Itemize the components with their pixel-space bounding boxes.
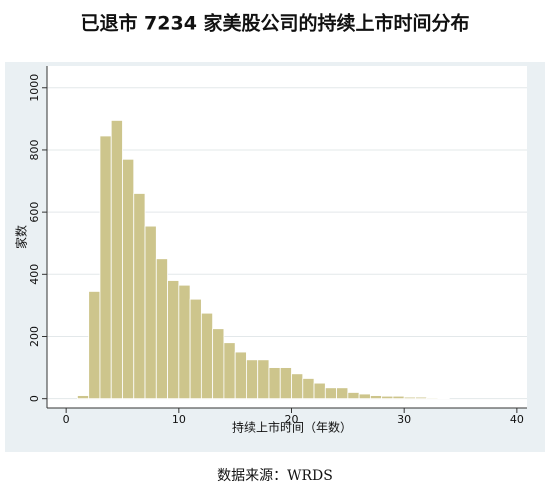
x-tick-label: 30: [397, 413, 411, 426]
bar: [336, 387, 349, 400]
y-tick-label: 1000: [28, 74, 41, 102]
bar: [234, 351, 247, 400]
bar: [279, 367, 292, 400]
bar: [347, 392, 360, 400]
bar: [144, 225, 157, 400]
bar: [426, 397, 439, 400]
bar: [403, 396, 416, 400]
bar: [223, 342, 236, 400]
y-axis-label: 家数: [14, 225, 29, 249]
x-tick-label: 20: [285, 413, 299, 426]
bar: [88, 291, 101, 400]
bar: [155, 258, 168, 400]
bar: [291, 373, 304, 400]
bar: [246, 359, 259, 400]
chart-title: 已退市 7234 家美股公司的持续上市时间分布: [80, 12, 469, 35]
bar: [437, 397, 450, 400]
bar: [110, 120, 123, 400]
bar: [178, 284, 191, 400]
bar: [369, 395, 383, 400]
bar: [392, 395, 405, 400]
bar: [122, 158, 135, 400]
x-tick-label: 0: [63, 413, 70, 426]
bar: [302, 378, 315, 400]
y-tick-label: 200: [28, 326, 41, 347]
bar: [212, 328, 225, 400]
bar: [133, 193, 146, 400]
bar: [381, 395, 394, 400]
y-tick-label: 600: [28, 202, 41, 223]
bar: [189, 298, 202, 400]
x-axis-label: 持续上市时间（年数）: [232, 420, 352, 435]
y-tick-label: 400: [28, 264, 41, 285]
bar: [268, 367, 281, 400]
bar: [200, 312, 214, 400]
bar: [167, 280, 180, 400]
source-note: 数据来源：WRDS: [217, 468, 333, 484]
bar: [313, 382, 326, 400]
x-tick-label: 40: [510, 413, 524, 426]
bar: [358, 393, 371, 400]
bar: [257, 359, 270, 400]
bar: [99, 135, 112, 400]
bar: [324, 387, 337, 400]
y-tick-label: 800: [28, 139, 41, 160]
bar: [415, 396, 428, 400]
bar: [77, 395, 90, 400]
y-tick-label: 0: [28, 395, 41, 402]
x-tick-label: 10: [172, 413, 186, 426]
